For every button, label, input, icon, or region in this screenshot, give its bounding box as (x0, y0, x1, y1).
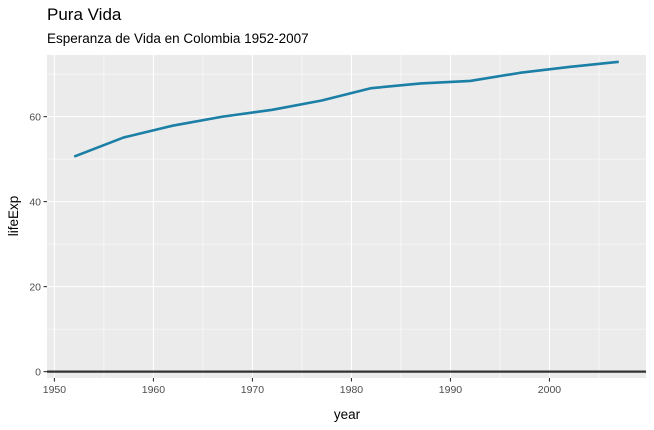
x-axis-label: year (334, 407, 361, 422)
y-tick-label: 40 (29, 196, 41, 208)
chart-subtitle: Esperanza de Vida en Colombia 1952-2007 (47, 31, 309, 46)
x-tick-label: 1960 (142, 384, 166, 396)
chart-title: Pura Vida (47, 5, 122, 24)
x-tick-label: 2000 (538, 384, 562, 396)
series-layer (73, 60, 619, 158)
y-axis-label: lifeExp (6, 196, 21, 237)
y-axis-ticks: 0 20 40 60 (29, 111, 47, 378)
y-tick-label: 0 (35, 366, 41, 378)
y-tick-label: 20 (29, 281, 41, 293)
x-tick-label: 1970 (241, 384, 265, 396)
x-tick-label: 1990 (439, 384, 463, 396)
x-tick-label: 1950 (43, 384, 67, 396)
y-tick-label: 60 (29, 111, 41, 123)
plot-panel (47, 55, 646, 378)
x-tick-label: 1980 (340, 384, 364, 396)
minor-gridlines (47, 55, 646, 378)
lifeexp-line (73, 60, 619, 158)
x-axis-ticks: 1950 1960 1970 1980 1990 2000 (43, 378, 562, 396)
